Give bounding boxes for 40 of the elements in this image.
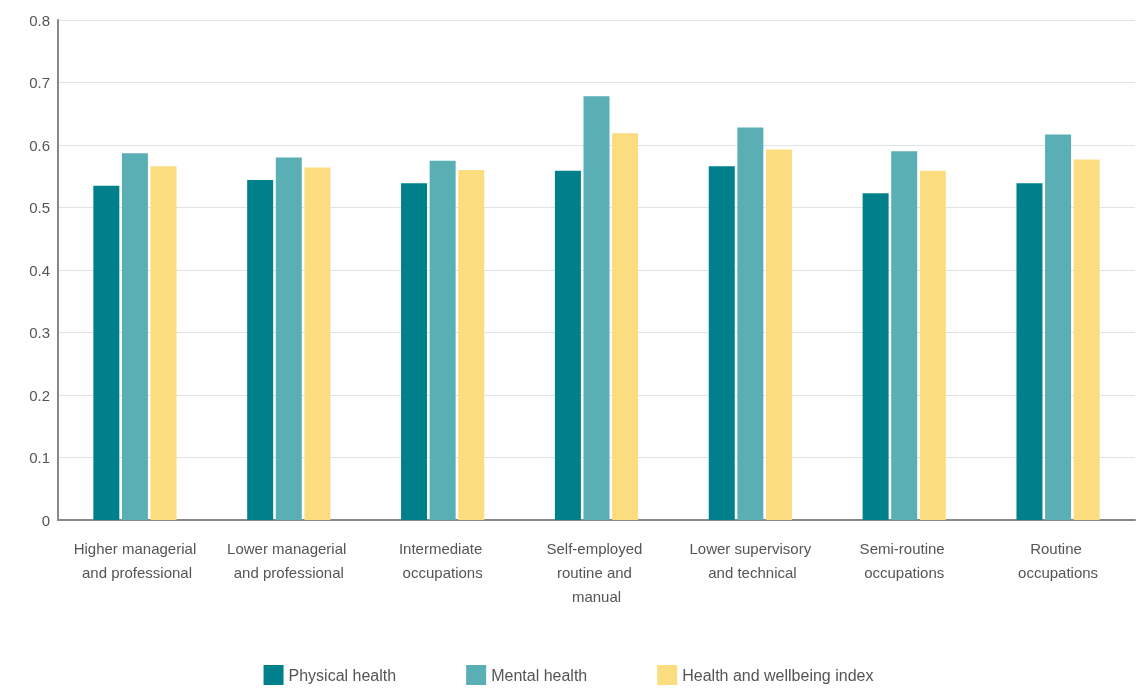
bar: [1073, 159, 1100, 520]
bar: [93, 185, 120, 520]
legend-label: Physical health: [288, 666, 397, 684]
y-tick-label: 0.8: [29, 11, 50, 29]
y-tick-label: 0.6: [29, 136, 50, 154]
bar: [458, 170, 485, 520]
y-tick-label: 0.7: [29, 74, 50, 91]
x-tick-label: Lower supervisory and technical: [689, 539, 812, 581]
bar: [862, 193, 889, 520]
bar: [919, 170, 946, 520]
y-tick-label: 0.3: [29, 324, 50, 341]
bar: [429, 160, 456, 520]
bar: [612, 133, 639, 520]
bar: [765, 149, 792, 520]
bar: [1045, 134, 1072, 520]
bar: [583, 96, 610, 520]
bar: [247, 180, 274, 520]
y-tick-label: 0: [41, 511, 50, 529]
bar: [275, 157, 302, 520]
bar: [1016, 183, 1043, 520]
bar: [737, 127, 764, 520]
bar: [554, 170, 581, 520]
x-tick-label: Self-employed routine and manual: [546, 539, 647, 605]
legend-label: Mental health: [491, 666, 588, 684]
y-tick-label: 0.5: [29, 199, 50, 216]
x-tick-label: Intermediate occupations: [398, 539, 487, 581]
bar: [304, 167, 331, 520]
x-tick-label: Routine occupations: [1018, 539, 1099, 581]
bar: [401, 183, 428, 520]
y-tick-label: 0.1: [29, 449, 50, 466]
bar: [708, 166, 735, 520]
bar: [121, 153, 148, 520]
x-tick-label: Semi-routine occupations: [859, 539, 949, 581]
x-tick-label: Higher managerial and professional: [73, 539, 197, 581]
bar: [150, 166, 177, 520]
bar: [891, 151, 918, 520]
y-tick-label: 0.4: [29, 261, 50, 279]
x-tick-label: Lower managerial and professional: [227, 539, 351, 581]
y-tick-label: 0.2: [29, 386, 50, 404]
legend-label: Health and wellbeing index: [682, 666, 874, 684]
